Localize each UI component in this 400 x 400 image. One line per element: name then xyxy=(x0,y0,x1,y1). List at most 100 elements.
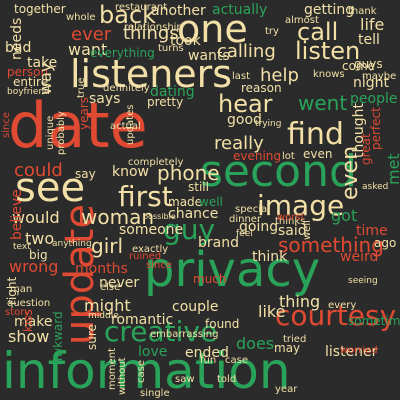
word-ruined: ruined xyxy=(129,251,162,262)
word-middle: middle xyxy=(88,311,119,321)
word-take: take xyxy=(27,55,58,71)
word-sure: sure xyxy=(85,324,99,350)
word-tried: tried xyxy=(283,334,307,345)
word-found: found xyxy=(205,317,240,331)
word-took: took xyxy=(170,33,201,49)
word-couple: couple xyxy=(172,299,219,315)
word-updates: updates xyxy=(125,104,136,145)
word-seeing: seeing xyxy=(348,276,378,286)
word-told: told xyxy=(217,374,237,385)
word-really: really xyxy=(214,133,264,154)
word-thinks: thinks xyxy=(275,216,306,227)
word-information: information xyxy=(2,342,291,400)
word-never: never xyxy=(99,275,140,291)
word-perfect: perfect xyxy=(369,107,383,150)
word-without: without xyxy=(117,357,128,395)
word-creative: creative xyxy=(104,315,218,348)
word-well-vertical: well xyxy=(302,220,313,240)
word-does: does xyxy=(236,334,275,353)
word-embarrassing: embarrassing xyxy=(150,329,219,340)
word-listen: listen xyxy=(295,37,361,65)
word-thank: thank xyxy=(348,6,377,17)
word-months: months xyxy=(75,261,128,277)
word-worst: worst xyxy=(277,212,305,223)
word-everything: everything xyxy=(90,46,155,60)
word-might: might xyxy=(84,296,131,315)
word-last: last xyxy=(232,71,251,82)
word-even: even xyxy=(303,147,333,161)
word-say: say xyxy=(75,167,96,181)
word-find: find xyxy=(287,117,344,152)
word-since: since xyxy=(146,260,172,271)
word-feel: feel xyxy=(236,229,253,239)
word-whole: whole xyxy=(66,12,96,23)
word-want: want xyxy=(68,40,108,59)
word-entire: entire xyxy=(13,75,49,89)
word-call: call xyxy=(297,18,339,46)
word-ago: ago xyxy=(374,236,397,250)
word-single: single xyxy=(140,388,170,399)
word-may: may xyxy=(274,341,301,355)
word-turns: turns xyxy=(158,43,184,54)
word-asked: asked xyxy=(362,182,389,192)
word-dating: dating xyxy=(150,84,195,100)
word-case-vertical: case xyxy=(136,360,147,383)
word-something: something xyxy=(278,233,384,257)
word-would: would xyxy=(12,208,60,227)
word-years: years xyxy=(77,96,91,130)
word-well: well xyxy=(199,195,223,209)
word-completely: completely xyxy=(128,157,184,168)
word-question: question xyxy=(7,298,51,309)
word-story: story xyxy=(5,307,31,318)
word-relationship: relationship xyxy=(124,22,183,33)
word-weird: weird xyxy=(340,249,379,265)
word-date: date xyxy=(8,89,148,162)
word-going: going xyxy=(239,219,279,235)
word-time: time xyxy=(356,223,388,239)
word-girl: girl xyxy=(91,234,124,258)
word-chance: chance xyxy=(168,206,219,222)
word-make: make xyxy=(14,314,53,330)
word-two: two xyxy=(25,229,55,248)
word-restaurant: restaurant xyxy=(115,2,168,13)
word-love: love xyxy=(138,344,168,360)
word-year: year xyxy=(275,384,298,395)
word-listeners: listeners xyxy=(70,52,233,96)
word-courtesy: courtesy xyxy=(275,299,397,332)
word-thing: thing xyxy=(279,292,321,311)
word-lot: lot xyxy=(282,151,295,162)
word-evening: evening xyxy=(233,149,282,163)
word-got: got xyxy=(331,206,358,225)
word-listener: listener xyxy=(325,344,378,360)
word-said: said xyxy=(278,223,307,239)
word-know: know xyxy=(112,164,149,180)
word-bad: bad xyxy=(5,40,32,56)
word-good: good xyxy=(227,112,262,128)
word-life: life xyxy=(360,15,385,34)
word-ever: ever xyxy=(71,24,112,45)
word-exactly: exactly xyxy=(132,244,169,255)
word-text: text xyxy=(13,242,31,252)
word-actually: actually xyxy=(212,2,268,18)
word-woman: woman xyxy=(81,205,155,229)
word-person: person xyxy=(7,65,49,79)
word-possible: possible xyxy=(143,212,176,221)
word-actual: actual xyxy=(110,121,141,132)
word-image: image xyxy=(257,189,345,222)
word-case: case xyxy=(225,355,248,366)
word-help: help xyxy=(260,65,299,86)
word-one: one xyxy=(177,7,248,51)
word-man: man xyxy=(10,284,33,295)
word-second: second xyxy=(200,146,357,197)
word-could: could xyxy=(14,160,63,181)
word-says: says xyxy=(89,91,121,107)
word-much: much xyxy=(193,272,227,286)
word-every: every xyxy=(328,300,357,311)
word-people: people xyxy=(350,91,398,107)
word-try: try xyxy=(265,26,279,37)
word-see: see xyxy=(15,165,86,211)
word-show: show xyxy=(8,327,50,346)
word-else: else xyxy=(100,282,121,293)
word-trying: trying xyxy=(255,119,282,129)
word-romantic: romantic xyxy=(111,312,174,328)
